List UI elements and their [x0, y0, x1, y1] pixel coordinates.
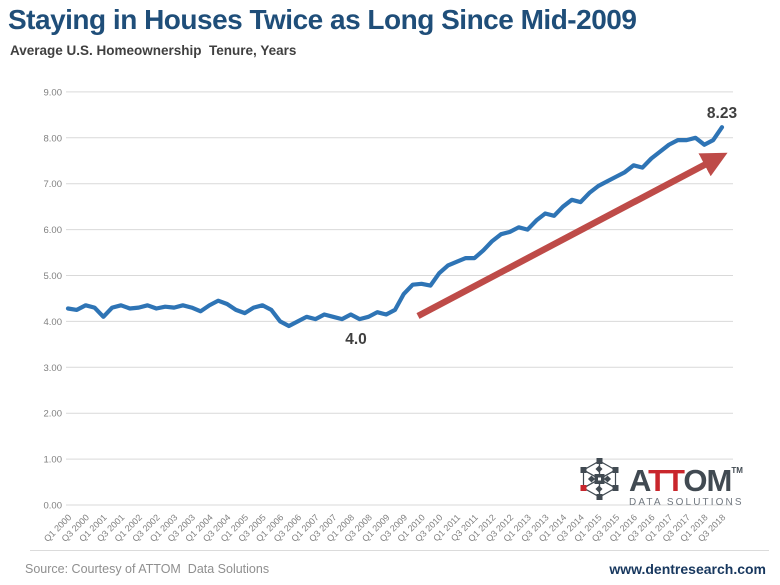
y-tick-label: 8.00: [44, 133, 63, 144]
attom-wordmark-text: ATTOMTM: [629, 456, 744, 496]
tenure-line: [65, 125, 725, 329]
y-tick-label: 3.00: [44, 363, 63, 374]
annotation-4.0: 4.0: [345, 331, 367, 348]
attom-letter-a: A: [629, 463, 649, 498]
attom-letters-tt: TT: [648, 463, 684, 498]
source-note: Source: Courtesy of ATTOM Data Solutions: [25, 562, 270, 576]
chart-title: Staying in Houses Twice as Long Since Mi…: [8, 4, 637, 35]
y-tick-label: 6.00: [44, 225, 63, 236]
attom-wordmark: ATTOMTM DATA SOLUTIONS: [629, 456, 744, 508]
y-tick-label: 0.00: [44, 501, 63, 512]
y-tick-label: 1.00: [44, 455, 63, 466]
y-tick-label: 4.00: [44, 317, 63, 328]
attom-tm-mark: TM: [731, 466, 743, 475]
chart-subtitle: Average U.S. Homeownership Tenure, Years: [10, 43, 297, 58]
chart-bottom-divider: [30, 550, 769, 551]
y-tick-label: 2.00: [44, 409, 63, 420]
attom-letters-om: OM: [683, 463, 732, 498]
annotation-8.23: 8.23: [707, 105, 738, 122]
trend-arrow: [416, 152, 728, 319]
attom-tagline: DATA SOLUTIONS: [629, 497, 744, 508]
attom-logo: ATTOMTM DATA SOLUTIONS: [576, 456, 756, 508]
attom-atom-icon: [580, 458, 619, 500]
website-link[interactable]: www.dentresearch.com: [609, 561, 766, 577]
y-tick-label: 9.00: [44, 87, 63, 98]
y-tick-label: 7.00: [44, 179, 63, 190]
y-tick-label: 5.00: [44, 271, 63, 282]
